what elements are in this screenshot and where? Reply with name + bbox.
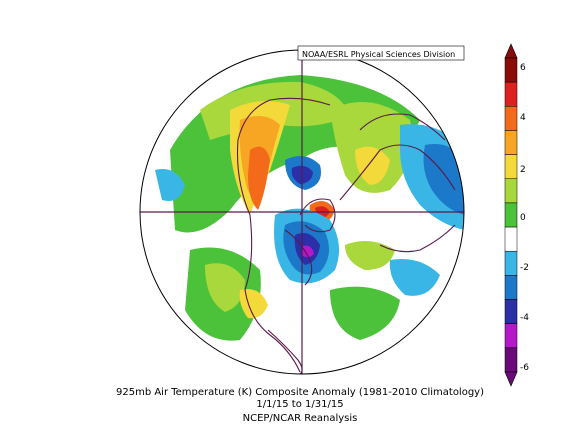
colorbar-segment — [504, 323, 518, 349]
colorbar-tick-label: -4 — [520, 313, 529, 323]
colorbar-arrow-bottom — [504, 371, 518, 387]
colorbar-segment — [504, 81, 518, 107]
caption-title: 925mb Air Temperature (K) Composite Anom… — [115, 387, 484, 398]
colorbar-segment — [504, 57, 518, 83]
colorbar-tick-label: 2 — [520, 165, 526, 175]
colorbar-arrow-top — [504, 43, 518, 59]
colorbar-segment — [504, 275, 518, 300]
colorbar-segment — [504, 226, 518, 252]
colorbar-segment — [504, 347, 518, 373]
anomaly-field — [155, 75, 464, 341]
colorbar-segment — [504, 250, 518, 276]
colorbar-segment — [504, 299, 518, 324]
colorbar-segment — [504, 130, 518, 155]
colorbar — [504, 43, 518, 387]
map-disk — [140, 50, 464, 374]
colorbar-segment — [504, 106, 518, 131]
caption-dates: 1/1/15 to 1/31/15 — [256, 399, 344, 410]
colorbar-tick-label: 0 — [520, 213, 526, 223]
colorbar-segment — [504, 154, 518, 180]
colorbar-tick-label: -2 — [520, 263, 529, 273]
colorbar-tick-label: 4 — [520, 113, 526, 123]
colorbar-segment — [504, 202, 518, 228]
colorbar-tick-label: -6 — [520, 363, 529, 373]
colorbar-tick-label: 6 — [520, 63, 526, 73]
credit-box — [297, 45, 465, 61]
coastlines — [237, 97, 456, 374]
caption-source: NCEP/NCAR Reanalysis — [242, 413, 358, 424]
credit-label: NOAA/ESRL Physical Sciences Division — [302, 50, 456, 59]
colorbar-segment — [504, 178, 518, 204]
